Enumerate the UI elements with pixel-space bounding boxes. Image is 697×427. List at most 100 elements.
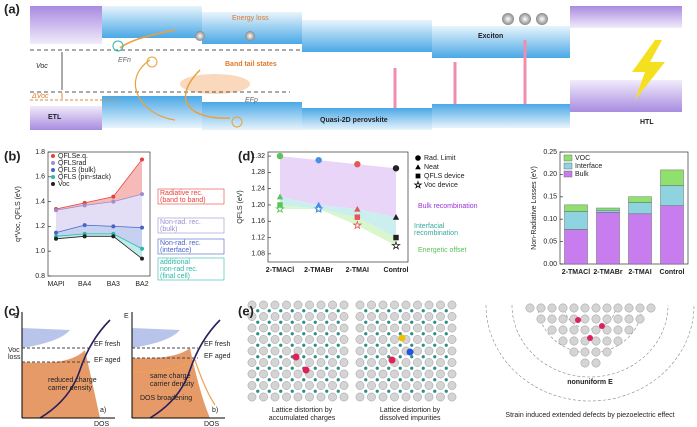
lattice-atom bbox=[355, 300, 365, 310]
y-tick-label: 1.0 bbox=[35, 248, 45, 255]
lattice-ion bbox=[279, 378, 283, 382]
y-tick-label: 0.05 bbox=[543, 238, 557, 245]
dos-fill bbox=[22, 328, 70, 348]
lattice-ion bbox=[375, 389, 379, 393]
fermi-label: EF fresh bbox=[94, 341, 121, 348]
lattice-ion bbox=[290, 309, 294, 313]
lattice-atom bbox=[282, 335, 291, 344]
lattice-atom bbox=[401, 369, 411, 379]
lattice-atom bbox=[413, 358, 422, 367]
legend-label: Interface bbox=[575, 163, 602, 170]
legend-label: Voc bbox=[58, 181, 70, 188]
lattice-ion bbox=[325, 343, 329, 347]
lattice-atom bbox=[401, 381, 411, 390]
marker bbox=[140, 256, 144, 261]
cb bbox=[302, 20, 432, 52]
lattice-atom bbox=[247, 346, 257, 356]
bar-segment bbox=[596, 210, 620, 213]
lattice-atom bbox=[558, 325, 568, 335]
y-tick-label: 0.00 bbox=[543, 261, 557, 268]
y-tick-label: 0.10 bbox=[543, 216, 557, 223]
lattice-ion bbox=[364, 320, 368, 324]
lattice-atom bbox=[424, 323, 434, 333]
lattice-atom bbox=[591, 314, 601, 324]
lattice-atom bbox=[558, 303, 568, 313]
lattice-ion bbox=[336, 366, 340, 370]
y-tick-label: 1.12 bbox=[251, 234, 265, 241]
lattice-atom bbox=[247, 381, 257, 390]
lattice-atom bbox=[367, 323, 376, 333]
lattice-atom bbox=[547, 314, 557, 324]
lattice-ion bbox=[325, 378, 329, 382]
lattice-atom bbox=[270, 323, 280, 333]
lattice-atom bbox=[367, 369, 376, 379]
lattice-ion bbox=[421, 389, 425, 393]
axis-label: E bbox=[124, 313, 129, 320]
lattice-atom bbox=[259, 346, 268, 356]
caption: Strain induced extended defects by piezo… bbox=[505, 412, 674, 419]
excitation-arrows bbox=[393, 40, 527, 108]
layer-label: ETL bbox=[48, 114, 62, 121]
hole bbox=[146, 56, 158, 68]
lattice-atom bbox=[424, 392, 434, 402]
lattice-atom bbox=[316, 312, 326, 321]
annotation: (band to band) bbox=[160, 197, 206, 204]
x-tick-label: BA4 bbox=[78, 281, 91, 288]
plot-frame bbox=[267, 151, 409, 263]
note: DOS broadening bbox=[140, 395, 192, 402]
lattice-ion bbox=[444, 389, 448, 393]
lattice-ion bbox=[290, 343, 294, 347]
lattice-atom bbox=[447, 392, 457, 402]
annotation: non-rad rec. bbox=[160, 266, 198, 273]
lattice-atom bbox=[424, 300, 434, 310]
lattice-atom bbox=[259, 369, 268, 379]
lattice-atom bbox=[436, 346, 445, 356]
caption: accumulated charges bbox=[269, 415, 336, 422]
lattice-atom bbox=[316, 335, 326, 344]
y-tick-label: 1.6 bbox=[35, 174, 45, 181]
marker bbox=[313, 203, 324, 214]
dos-curve bbox=[149, 319, 221, 419]
y-tick-label: 0.25 bbox=[543, 149, 557, 156]
lattice-ion bbox=[279, 309, 283, 313]
lattice-atom bbox=[424, 358, 434, 367]
lattice-atom bbox=[436, 335, 445, 344]
lattice-ion bbox=[421, 378, 425, 382]
annotation: (bulk) bbox=[160, 226, 178, 233]
panel-label: (a) bbox=[4, 1, 20, 16]
lattice-ion bbox=[364, 355, 368, 359]
x-tick-label: BA3 bbox=[107, 281, 120, 288]
lattice-ion bbox=[325, 355, 329, 359]
lattice-atom bbox=[339, 312, 349, 321]
lattice-ion bbox=[398, 378, 402, 382]
legend-label: Neat bbox=[424, 164, 439, 171]
lattice-atom bbox=[436, 323, 445, 333]
lattice-atom bbox=[447, 312, 457, 321]
marker bbox=[82, 234, 87, 239]
lattice-ion bbox=[325, 309, 329, 313]
lattice-ion bbox=[433, 378, 437, 382]
defect bbox=[406, 348, 414, 356]
lattice-atom bbox=[293, 312, 303, 321]
lattice-ion bbox=[256, 309, 260, 313]
cb bbox=[102, 6, 202, 38]
x-tick-label: Control bbox=[384, 267, 409, 274]
defect bbox=[292, 353, 300, 361]
lattice-ion bbox=[387, 332, 391, 336]
arrow bbox=[134, 59, 176, 121]
lattice-atom bbox=[339, 369, 349, 379]
lattice-atom bbox=[293, 300, 303, 310]
lattice-ion bbox=[313, 309, 317, 313]
lattice-ion bbox=[398, 309, 402, 313]
lattice-atom bbox=[328, 392, 337, 402]
lattice-atom bbox=[378, 312, 388, 321]
lattice-ion bbox=[302, 343, 306, 347]
lattice-atom bbox=[247, 323, 257, 333]
etl-vb bbox=[30, 106, 102, 130]
lattice-atom bbox=[447, 369, 457, 379]
lattice-ion bbox=[433, 355, 437, 359]
legend-label: QFLSe.q. bbox=[58, 153, 88, 160]
field-label: nonuniform E bbox=[567, 379, 613, 386]
lattice-atom bbox=[367, 381, 376, 390]
marker bbox=[51, 154, 55, 158]
